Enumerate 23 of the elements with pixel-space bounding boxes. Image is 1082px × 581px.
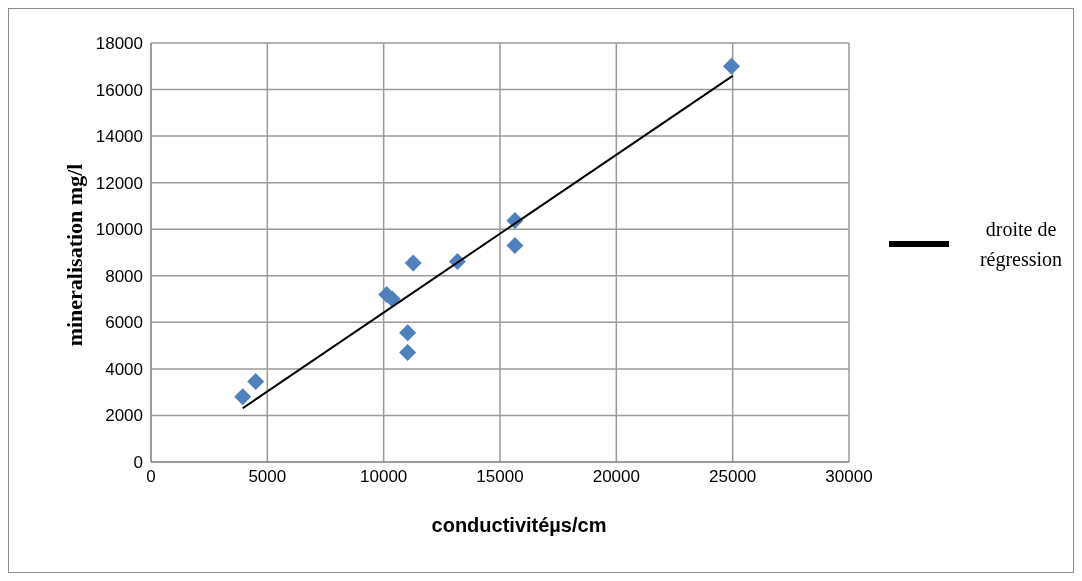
y-tick-label: 8000 <box>105 266 143 286</box>
y-tick-label: 4000 <box>105 359 143 379</box>
point <box>723 57 740 75</box>
y-tick-label: 2000 <box>105 406 143 426</box>
x-tick-label: 25000 <box>709 467 757 487</box>
y-tick-label: 12000 <box>95 173 143 193</box>
x-tick-label: 30000 <box>825 467 873 487</box>
point <box>247 372 265 390</box>
x-axis-title: conductivitéµs/cm <box>430 514 608 537</box>
y-axis-title: mineralisation mg/l <box>62 163 88 347</box>
x-tick-label: 0 <box>146 467 156 487</box>
x-tick-label: 15000 <box>476 467 524 487</box>
y-tick-label: 18000 <box>95 34 143 54</box>
y-tick-label: 10000 <box>95 220 143 240</box>
y-tick-label: 0 <box>133 453 143 473</box>
x-tick-label: 20000 <box>592 467 640 487</box>
point <box>234 388 252 406</box>
y-tick-label: 6000 <box>105 313 143 333</box>
x-tick-label: 5000 <box>248 467 287 487</box>
legend-label: droite de régression <box>978 217 1064 273</box>
x-tick-label: 10000 <box>360 467 408 487</box>
y-tick-label: 16000 <box>95 80 143 100</box>
y-tick-label: 14000 <box>95 127 143 147</box>
